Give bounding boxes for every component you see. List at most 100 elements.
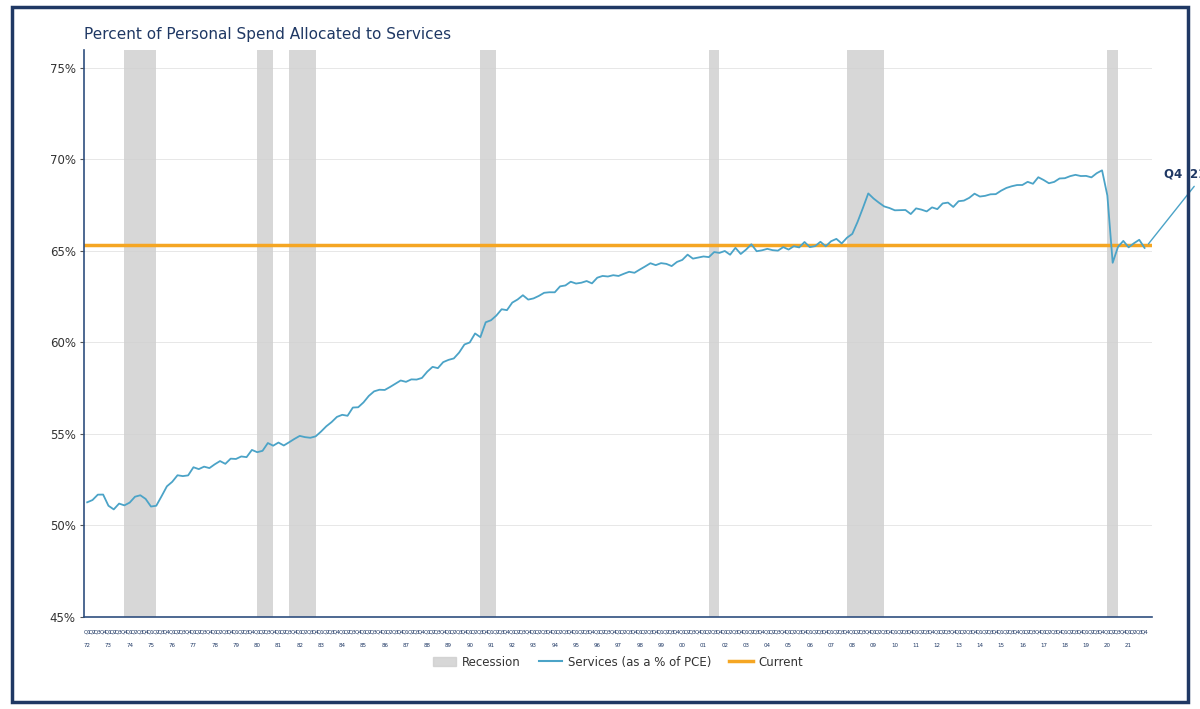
Text: Q1: Q1 [466, 630, 474, 635]
Text: Q1: Q1 [126, 630, 133, 635]
Bar [257, 50, 274, 617]
Text: Q1: Q1 [83, 630, 91, 635]
Text: Q2: Q2 [1024, 630, 1032, 635]
Text: Q2: Q2 [726, 630, 734, 635]
Text: 16: 16 [1019, 644, 1026, 649]
Text: Q1: Q1 [827, 630, 835, 635]
Text: Q4: Q4 [439, 630, 448, 635]
Text: Q3: Q3 [349, 630, 356, 635]
Text: Q2: Q2 [323, 630, 330, 635]
Text: Q4: Q4 [695, 630, 702, 635]
Text: Q4: Q4 [758, 630, 766, 635]
Text: Q3: Q3 [647, 630, 654, 635]
Text: Q2: Q2 [918, 630, 925, 635]
Text: Q2: Q2 [896, 630, 904, 635]
Text: 17: 17 [1040, 644, 1048, 649]
Text: Q3: Q3 [710, 630, 718, 635]
Text: Q2: Q2 [131, 630, 139, 635]
Text: Q2: Q2 [577, 630, 586, 635]
Text: Q2: Q2 [811, 630, 820, 635]
Text: Q4: Q4 [227, 630, 234, 635]
Text: Q2: Q2 [110, 630, 118, 635]
Text: 91: 91 [487, 644, 494, 649]
Text: Q1: Q1 [614, 630, 623, 635]
Text: Q2: Q2 [853, 630, 862, 635]
Text: Q4: Q4 [163, 630, 170, 635]
Text: Q2: Q2 [152, 630, 160, 635]
Text: Q2: Q2 [514, 630, 522, 635]
Text: Q2: Q2 [982, 630, 989, 635]
Text: Q1: Q1 [870, 630, 877, 635]
Text: Q4 '21, 65%: Q4 '21, 65% [1148, 168, 1200, 244]
Text: Q1: Q1 [912, 630, 920, 635]
Bar [847, 50, 884, 617]
Text: Q3: Q3 [667, 630, 676, 635]
Text: Q3: Q3 [986, 630, 995, 635]
Text: 03: 03 [743, 644, 750, 649]
Text: Q2: Q2 [1067, 630, 1074, 635]
Text: Q2: Q2 [557, 630, 564, 635]
Text: Q2: Q2 [343, 630, 352, 635]
Text: Q3: Q3 [328, 630, 336, 635]
Text: Q3: Q3 [752, 630, 761, 635]
Text: Q4: Q4 [715, 630, 724, 635]
Text: Q2: Q2 [280, 630, 288, 635]
Text: 75: 75 [148, 644, 155, 649]
Text: Q2: Q2 [875, 630, 883, 635]
Text: 77: 77 [190, 644, 197, 649]
Text: Q4: Q4 [100, 630, 107, 635]
Text: Q1: Q1 [785, 630, 792, 635]
Text: 73: 73 [104, 644, 112, 649]
Text: Q2: Q2 [472, 630, 479, 635]
Text: 09: 09 [870, 644, 877, 649]
Bar [480, 50, 497, 617]
Text: Q3: Q3 [286, 630, 293, 635]
Text: Q3: Q3 [242, 630, 251, 635]
Text: Q3: Q3 [413, 630, 420, 635]
Text: Q2: Q2 [492, 630, 500, 635]
Text: Q1: Q1 [296, 630, 304, 635]
Text: Q3: Q3 [264, 630, 271, 635]
Text: 06: 06 [806, 644, 814, 649]
Text: Q3: Q3 [689, 630, 697, 635]
Text: 86: 86 [382, 644, 389, 649]
Text: Q3: Q3 [816, 630, 824, 635]
Text: Q3: Q3 [604, 630, 612, 635]
Text: Q2: Q2 [790, 630, 798, 635]
Text: Q4: Q4 [971, 630, 978, 635]
Text: Q4: Q4 [269, 630, 277, 635]
Text: 80: 80 [253, 644, 260, 649]
Text: Q1: Q1 [445, 630, 452, 635]
Text: 90: 90 [467, 644, 473, 649]
Text: Q4: Q4 [630, 630, 638, 635]
Text: Q1: Q1 [742, 630, 750, 635]
Text: 01: 01 [700, 644, 707, 649]
Text: Q2: Q2 [216, 630, 224, 635]
Text: Q3: Q3 [520, 630, 527, 635]
Text: Q3: Q3 [774, 630, 782, 635]
Text: Q4: Q4 [779, 630, 787, 635]
Text: 96: 96 [594, 644, 601, 649]
Text: 20: 20 [1104, 644, 1111, 649]
Text: Q1: Q1 [848, 630, 856, 635]
Text: Q2: Q2 [89, 630, 96, 635]
Text: 81: 81 [275, 644, 282, 649]
Text: Q3: Q3 [200, 630, 208, 635]
Text: Q1: Q1 [806, 630, 814, 635]
Text: Q4: Q4 [1013, 630, 1021, 635]
Text: 95: 95 [572, 644, 580, 649]
Text: Q4: Q4 [482, 630, 490, 635]
Text: Q2: Q2 [408, 630, 415, 635]
Text: Q2: Q2 [938, 630, 947, 635]
Text: Q3: Q3 [1093, 630, 1100, 635]
Text: Q2: Q2 [599, 630, 606, 635]
Text: Q3: Q3 [540, 630, 548, 635]
Text: Q2: Q2 [960, 630, 967, 635]
Text: 99: 99 [658, 644, 665, 649]
Text: 04: 04 [764, 644, 770, 649]
Text: Q1: Q1 [168, 630, 176, 635]
Text: Q1: Q1 [1124, 630, 1133, 635]
Text: Q2: Q2 [1045, 630, 1052, 635]
Text: Q2: Q2 [365, 630, 373, 635]
Text: Q1: Q1 [551, 630, 559, 635]
